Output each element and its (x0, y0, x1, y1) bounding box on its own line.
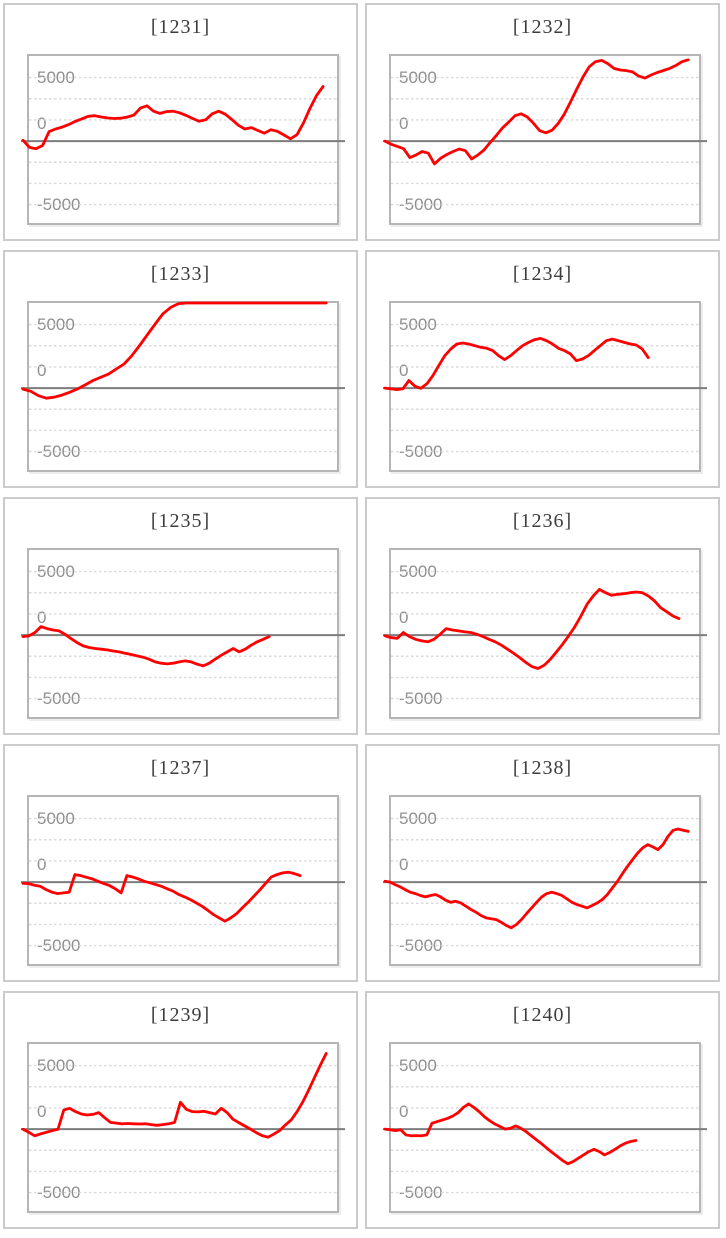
machine-panel: [1231] 5000 0 -5000 (3, 3, 358, 241)
machine-panel: [1240] 5000 0 -5000 (365, 991, 720, 1229)
y-axis-label-minus5000: -5000 (396, 195, 446, 214)
machine-number-title: [1231] (150, 16, 211, 38)
slump-graph: 5000 0 -5000 (21, 548, 345, 719)
machine-panel: [1232] 5000 0 -5000 (365, 3, 720, 241)
machine-number-title: [1234] (512, 263, 573, 285)
machine-panel: [1236] 5000 0 -5000 (365, 497, 720, 735)
machine-number-title: [1240] (512, 1004, 573, 1026)
slump-graph-canvas (21, 570, 345, 700)
slump-graph: 5000 0 -5000 (21, 301, 345, 472)
slump-line (21, 85, 325, 151)
slump-line (21, 301, 328, 400)
slump-graph-canvas (383, 323, 707, 453)
slump-line (21, 1052, 328, 1139)
machine-panel: [1238] 5000 0 -5000 (365, 744, 720, 982)
slump-line (21, 870, 302, 923)
y-axis-label-minus5000: -5000 (396, 936, 446, 955)
slump-line (383, 827, 690, 930)
y-axis-label-minus5000: -5000 (34, 442, 84, 461)
slump-graph-canvas (383, 570, 707, 700)
slump-graph: 5000 0 -5000 (383, 301, 707, 472)
slump-graph: 5000 0 -5000 (383, 1042, 707, 1213)
slump-line (383, 58, 690, 166)
slump-graph: 5000 0 -5000 (383, 795, 707, 966)
machine-panel: [1234] 5000 0 -5000 (365, 250, 720, 488)
machine-number-title: [1236] (512, 510, 573, 532)
y-axis-label-minus5000: -5000 (396, 689, 446, 708)
slump-line (383, 588, 681, 670)
machine-panel: [1233] 5000 0 -5000 (3, 250, 358, 488)
slump-graph: 5000 0 -5000 (383, 54, 707, 225)
y-axis-label-minus5000: -5000 (34, 1183, 84, 1202)
slump-graph: 5000 0 -5000 (21, 1042, 345, 1213)
slump-graph-canvas (21, 1052, 345, 1194)
machine-number-title: [1238] (512, 757, 573, 779)
machine-number-title: [1235] (150, 510, 211, 532)
y-axis-label-minus5000: -5000 (396, 1183, 446, 1202)
machine-panel: [1237] 5000 0 -5000 (3, 744, 358, 982)
slump-graph-canvas (21, 301, 345, 453)
slump-graph: 5000 0 -5000 (21, 795, 345, 966)
machine-number-title: [1232] (512, 16, 573, 38)
machine-number-title: [1239] (150, 1004, 211, 1026)
y-axis-label-minus5000: -5000 (34, 689, 84, 708)
slump-graph-canvas (21, 817, 345, 947)
slump-line (21, 625, 271, 668)
slump-graph: 5000 0 -5000 (21, 54, 345, 225)
slump-graph-canvas (21, 76, 345, 206)
machine-number-title: [1233] (150, 263, 211, 285)
machine-panel: [1239] 5000 0 -5000 (3, 991, 358, 1229)
slump-line (383, 337, 650, 391)
machine-panel: [1235] 5000 0 -5000 (3, 497, 358, 735)
y-axis-label-minus5000: -5000 (396, 442, 446, 461)
y-axis-label-minus5000: -5000 (34, 936, 84, 955)
machine-number-title: [1237] (150, 757, 211, 779)
slump-line (383, 1102, 638, 1166)
y-axis-label-minus5000: -5000 (34, 195, 84, 214)
slump-graph: 5000 0 -5000 (383, 548, 707, 719)
slump-graph-canvas (383, 817, 707, 947)
slump-graph-canvas (383, 58, 707, 206)
slump-graph-canvas (383, 1064, 707, 1194)
